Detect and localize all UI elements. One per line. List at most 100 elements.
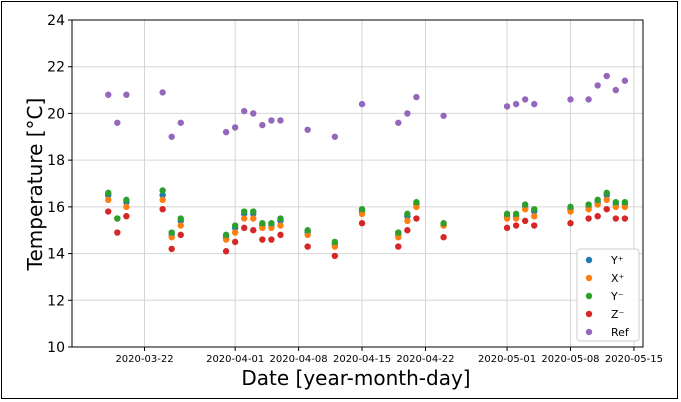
data-point xyxy=(358,205,366,213)
data-point xyxy=(503,224,511,232)
y-tick-label: 16 xyxy=(47,200,65,216)
data-point xyxy=(621,215,629,222)
data-point xyxy=(222,231,230,239)
data-point xyxy=(567,96,574,103)
data-point xyxy=(358,220,366,227)
data-point xyxy=(404,217,411,225)
data-point xyxy=(159,196,166,204)
legend-label: Y⁺ xyxy=(610,254,624,267)
data-point xyxy=(440,234,447,241)
data-point xyxy=(159,205,166,213)
legend-label: Ref xyxy=(611,326,630,339)
data-point xyxy=(123,213,130,220)
data-point xyxy=(250,227,257,234)
data-point xyxy=(123,196,130,204)
data-point xyxy=(594,196,601,204)
y-tick-label: 10 xyxy=(47,340,65,356)
data-point xyxy=(358,210,366,218)
data-point xyxy=(585,205,592,213)
data-point xyxy=(241,224,248,232)
data-point xyxy=(241,215,248,222)
data-point xyxy=(521,96,529,103)
data-point xyxy=(404,110,411,117)
x-axis-ticks: 2020-03-22 2020-04-01 2020-04-08 2020-04-15… xyxy=(115,347,663,365)
data-point xyxy=(503,210,511,218)
data-point xyxy=(259,236,266,243)
data-point xyxy=(603,189,610,197)
data-point xyxy=(277,222,284,229)
y-axis-label: Temperature [°C] xyxy=(23,98,47,272)
legend-marker xyxy=(585,274,593,282)
data-point xyxy=(177,231,184,239)
data-point xyxy=(612,198,620,206)
data-point xyxy=(114,229,121,236)
data-point xyxy=(621,198,629,206)
data-point xyxy=(331,243,339,250)
data-point xyxy=(168,245,175,253)
data-point xyxy=(531,222,538,229)
data-point xyxy=(503,215,511,222)
data-point xyxy=(259,224,266,232)
data-point xyxy=(277,215,284,222)
y-axis-ticks: 10 12 14 16 18 20 22 24 xyxy=(47,13,72,356)
data-point xyxy=(395,243,402,250)
data-point xyxy=(594,201,601,208)
data-point xyxy=(277,117,284,124)
data-point xyxy=(531,100,538,108)
data-point xyxy=(603,72,610,80)
data-point xyxy=(585,201,592,208)
x-axis-label: Date [year-month-day] xyxy=(241,366,470,390)
x-tick-label: 2020-05-08 xyxy=(541,354,599,365)
data-point xyxy=(277,231,284,239)
data-point xyxy=(612,203,620,211)
data-point xyxy=(512,222,520,229)
data-point xyxy=(268,236,275,243)
data-point xyxy=(250,110,257,117)
x-tick-label: 2020-04-01 xyxy=(206,354,264,365)
data-point xyxy=(413,198,420,206)
data-point xyxy=(105,208,112,215)
data-point xyxy=(358,100,366,108)
data-point xyxy=(531,213,538,220)
legend-label: X⁺ xyxy=(611,272,625,285)
data-point xyxy=(105,196,112,204)
x-tick-label: 2020-05-01 xyxy=(478,354,536,365)
data-point xyxy=(231,238,239,246)
y-tick-label: 24 xyxy=(47,13,65,29)
data-point xyxy=(231,229,239,236)
data-point xyxy=(304,126,311,133)
legend-label: Z⁻ xyxy=(611,308,625,321)
data-point xyxy=(268,224,275,232)
data-point xyxy=(168,234,175,241)
data-point xyxy=(304,243,311,250)
data-point xyxy=(114,119,121,126)
data-point xyxy=(177,222,184,229)
data-point xyxy=(123,91,130,98)
data-point xyxy=(395,119,402,126)
legend: Y⁺ X⁺ Y⁻ Z⁻ Ref xyxy=(576,248,640,342)
data-point xyxy=(503,103,511,110)
data-point xyxy=(404,210,411,218)
legend-label: Y⁻ xyxy=(610,290,624,303)
data-point xyxy=(159,187,166,194)
data-point xyxy=(585,96,592,103)
y-tick-label: 12 xyxy=(47,293,65,309)
y-tick-label: 22 xyxy=(47,60,65,76)
data-point xyxy=(567,220,574,227)
data-point xyxy=(521,217,529,225)
data-point xyxy=(168,133,175,140)
data-point xyxy=(413,203,420,211)
legend-marker xyxy=(585,292,593,300)
data-point xyxy=(567,208,574,215)
data-point xyxy=(594,82,601,89)
series-2 xyxy=(105,187,629,246)
data-point xyxy=(331,252,339,260)
data-point xyxy=(241,107,248,115)
data-point xyxy=(395,234,402,241)
data-points xyxy=(105,72,629,260)
data-point xyxy=(177,215,184,222)
data-point xyxy=(567,203,574,211)
data-point xyxy=(440,220,447,227)
